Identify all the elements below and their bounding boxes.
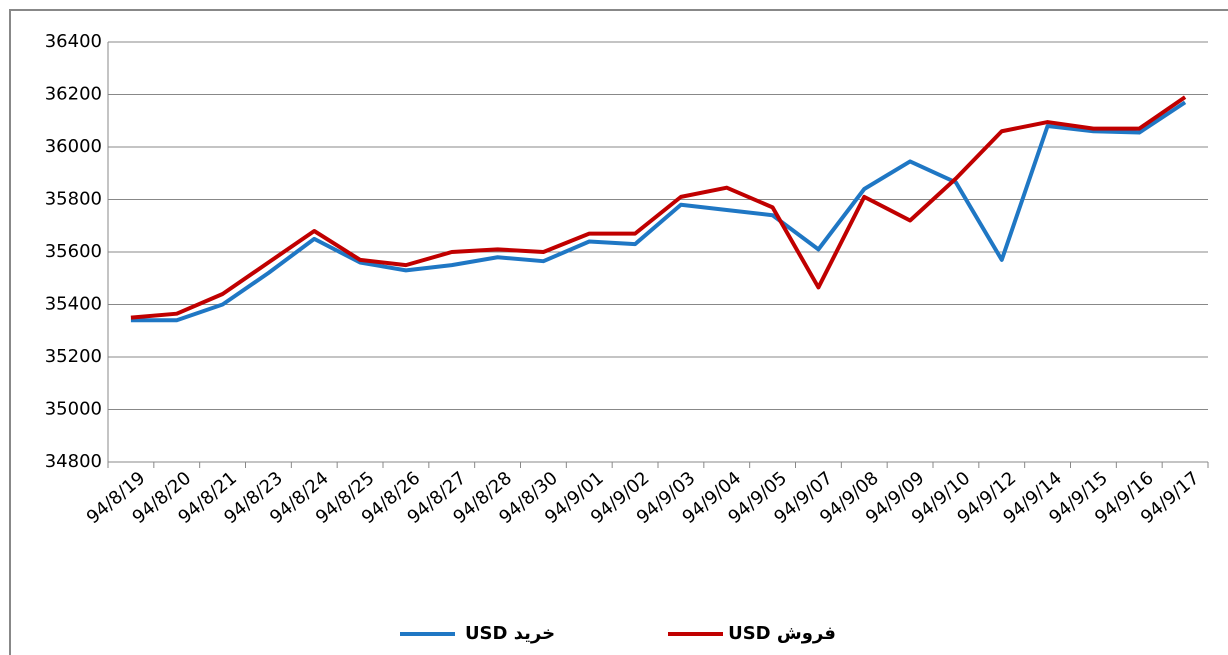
y-tick-label: 35200 — [45, 346, 102, 367]
y-tick-label: 36400 — [45, 31, 102, 52]
series-line — [130, 100, 1187, 323]
y-tick-label: 35800 — [45, 189, 102, 210]
chart-frame — [9, 9, 1228, 655]
legend-label: خرید USD — [465, 623, 555, 644]
y-tick-label: 36200 — [45, 84, 102, 105]
y-tick-label: 36000 — [45, 136, 102, 157]
legend-label: فروش USD — [728, 623, 836, 644]
y-tick-label: 35000 — [45, 399, 102, 420]
y-tick-label: 35400 — [45, 294, 102, 315]
y-tick-label: 34800 — [45, 451, 102, 472]
series-line — [130, 95, 1187, 320]
y-tick-label: 35600 — [45, 241, 102, 262]
